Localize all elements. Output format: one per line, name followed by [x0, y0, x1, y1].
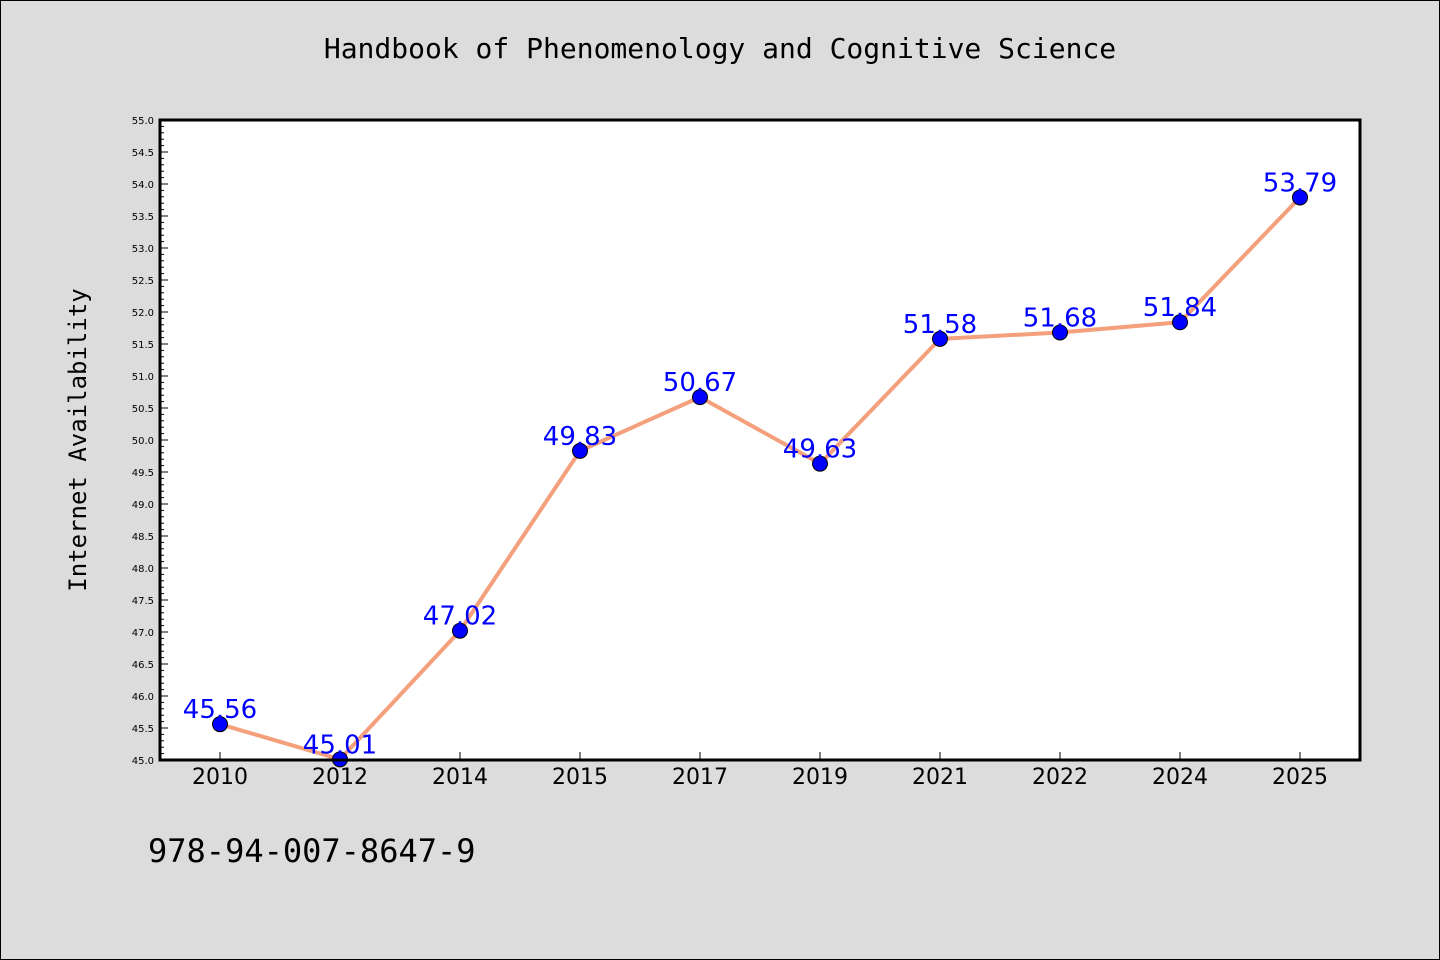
x-tick-label: 2025 [1272, 765, 1328, 790]
data-point [1292, 189, 1308, 206]
data-point [572, 442, 588, 459]
chart-title: Handbook of Phenomenology and Cognitive … [323, 32, 1117, 65]
y-tick-label: 48.0 [132, 564, 154, 575]
x-tick-label: 2017 [672, 765, 728, 790]
y-tick-label: 53.0 [132, 244, 154, 255]
data-label: 45.56 [183, 695, 257, 725]
x-tick-label: 2010 [192, 765, 248, 790]
series-line [219, 196, 1302, 762]
y-axis-ticks: 45.0 45.5 46.0 46.5 47.0 47.5 48.0 48.5 49.0 49.5… [132, 116, 168, 767]
plot-border [158, 118, 1362, 762]
y-tick-label: 50.5 [132, 404, 154, 415]
plot-area [160, 120, 1360, 760]
x-tick-label: 2021 [912, 765, 968, 790]
y-tick-label: 49.0 [132, 500, 154, 511]
x-tick-label: 2012 [312, 765, 368, 790]
data-point [812, 455, 828, 472]
y-tick-label: 52.5 [132, 276, 154, 287]
y-tick-label: 45.0 [132, 756, 154, 767]
data-label: 47.02 [423, 602, 497, 632]
data-point [212, 716, 228, 733]
data-point [1052, 324, 1068, 341]
data-label: 51.68 [1023, 303, 1097, 333]
isbn-text: 978-94-007-8647-9 [148, 832, 476, 870]
y-tick-label: 45.5 [132, 724, 154, 735]
y-tick-label: 52.0 [132, 308, 154, 319]
y-tick-label: 54.0 [132, 180, 154, 191]
y-tick-label: 50.0 [132, 436, 154, 447]
y-tick-label: 53.5 [132, 212, 154, 223]
y-tick-label: 47.5 [132, 596, 154, 607]
x-axis-ticks: 2010 2012 2014 2015 2017 2019 2021 2022 2024 2025 [192, 752, 1328, 790]
y-tick-label: 55.0 [132, 116, 154, 127]
data-label: 51.84 [1143, 293, 1217, 323]
data-label: 49.83 [543, 422, 617, 452]
data-label: 45.01 [303, 730, 377, 760]
x-tick-label: 2022 [1032, 765, 1088, 790]
y-tick-label: 54.5 [132, 148, 154, 159]
y-tick-label: 46.0 [132, 692, 154, 703]
data-label: 53.79 [1263, 168, 1337, 198]
data-label: 49.63 [783, 435, 857, 465]
x-tick-label: 2015 [552, 765, 608, 790]
y-axis-label: Internet Availability [64, 288, 92, 591]
data-point [932, 330, 948, 347]
y-tick-label: 51.0 [132, 372, 154, 383]
y-tick-label: 48.5 [132, 532, 154, 543]
y-tick-label: 51.5 [132, 340, 154, 351]
x-tick-label: 2024 [1152, 765, 1208, 790]
data-labels: 45.56 45.01 47.02 49.83 50.67 49.63 51.58 51.68… [183, 168, 1337, 760]
x-tick-label: 2019 [792, 765, 848, 790]
data-label: 51.58 [903, 310, 977, 340]
y-tick-label: 49.5 [132, 468, 154, 479]
data-label: 50.67 [663, 368, 737, 398]
y-tick-label: 47.0 [132, 628, 154, 639]
data-point [1172, 314, 1188, 331]
x-tick-label: 2014 [432, 765, 488, 790]
data-point [692, 389, 708, 406]
data-point [452, 622, 468, 639]
y-tick-label: 46.5 [132, 660, 154, 671]
